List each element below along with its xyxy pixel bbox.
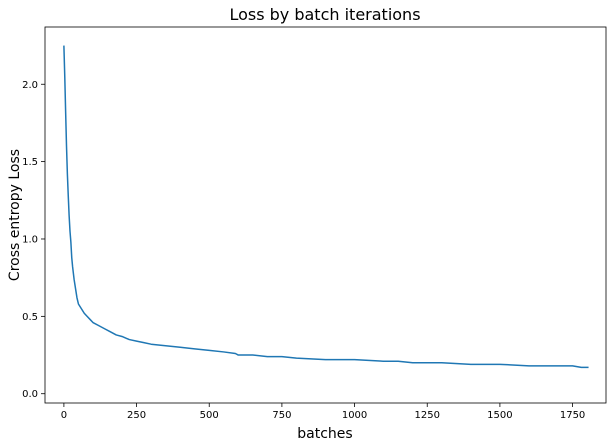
plot-area xyxy=(63,45,589,369)
x-tick-label: 1250 xyxy=(415,410,440,421)
x-axis-label: batches xyxy=(297,426,352,442)
loss-series-line xyxy=(63,45,589,369)
y-tick-label: 2.0 xyxy=(22,80,38,91)
y-axis-label: Cross entropy Loss xyxy=(7,149,23,281)
y-tick-label: 0.5 xyxy=(22,312,38,323)
x-tick-label: 500 xyxy=(200,410,219,421)
x-tick-label: 1000 xyxy=(342,410,367,421)
y-tick-label: 1.0 xyxy=(22,234,38,245)
x-tick-label: 750 xyxy=(272,410,291,421)
x-tick-label: 0 xyxy=(61,410,67,421)
y-tick-label: 0.0 xyxy=(22,389,38,400)
x-tick-label: 1500 xyxy=(487,410,512,421)
x-tick-label: 1750 xyxy=(560,410,585,421)
y-axis: 0.0 0.5 1.0 1.5 2.0 xyxy=(22,80,45,400)
plot-frame xyxy=(44,26,607,404)
x-axis: 0 250 500 750 1000 1250 1500 1750 xyxy=(61,403,585,421)
y-tick-label: 1.5 xyxy=(22,157,38,168)
x-tick-label: 250 xyxy=(127,410,146,421)
chart-title: Loss by batch iterations xyxy=(229,5,420,24)
